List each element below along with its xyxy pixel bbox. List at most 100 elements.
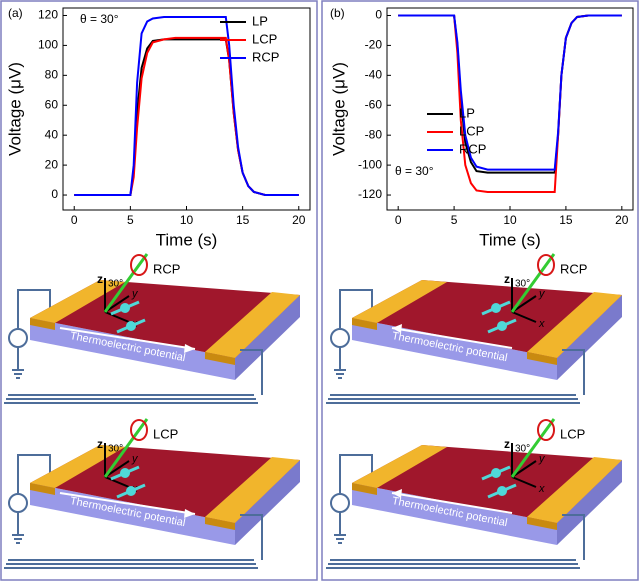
axis-label: z <box>97 437 103 451</box>
substrate-side <box>30 318 235 380</box>
angle-label: 30° <box>515 279 530 290</box>
electrode <box>30 445 125 488</box>
y-tick-label: -40 <box>365 68 383 82</box>
axis-label: y <box>131 453 139 465</box>
voltmeter <box>330 328 350 348</box>
legend-label: LP <box>252 13 268 28</box>
polarization <box>537 254 555 276</box>
series-line <box>74 16 299 196</box>
y-tick-label: 60 <box>45 97 59 111</box>
electrode <box>30 483 55 495</box>
axis <box>104 476 130 488</box>
substrate-side <box>352 483 557 545</box>
y-tick-label: 0 <box>375 8 382 22</box>
y-tick-label: -100 <box>358 157 382 171</box>
wire <box>339 454 373 493</box>
x-tick-label: 5 <box>451 213 458 227</box>
electrode <box>30 280 125 323</box>
arrow-head <box>392 324 402 333</box>
axis-label: y <box>131 288 139 300</box>
x-tick-label: 10 <box>180 213 194 227</box>
carrier <box>491 303 501 313</box>
arrow-head <box>184 344 195 353</box>
x-tick-label: 10 <box>503 213 517 227</box>
wire <box>562 514 585 560</box>
angle-label: 30° <box>108 444 123 455</box>
carrier <box>120 303 130 313</box>
axis-label: x <box>538 483 545 495</box>
legend-label: LP <box>459 105 475 120</box>
voltmeter <box>8 493 28 513</box>
x-tick-label: 20 <box>615 213 629 227</box>
axis-label: y <box>538 288 546 300</box>
substrate-side <box>30 483 235 545</box>
axis-label: y <box>538 453 546 465</box>
beam <box>510 418 556 478</box>
beam-label: RCP <box>153 261 180 276</box>
arrow <box>391 492 513 514</box>
axis-label: z <box>504 272 510 286</box>
substrate-side <box>557 460 622 545</box>
wire <box>562 349 585 395</box>
carrier <box>497 486 507 496</box>
x-tick-label: 0 <box>71 213 78 227</box>
axis <box>511 311 537 323</box>
arrow-head <box>184 509 195 518</box>
electrode <box>205 457 300 523</box>
electrode <box>527 292 622 358</box>
carrier <box>126 321 136 331</box>
wire <box>17 454 51 493</box>
series-line <box>398 14 622 171</box>
polarization <box>130 254 148 276</box>
plot-frame <box>386 7 634 211</box>
y-axis-label: Voltage (μV) <box>329 62 348 156</box>
arrow <box>59 492 196 515</box>
electrode <box>205 292 300 358</box>
y-tick-label: -20 <box>365 38 383 52</box>
electrode <box>352 483 377 495</box>
electrode <box>352 318 377 330</box>
carrier <box>126 486 136 496</box>
x-tick-label: 0 <box>395 213 402 227</box>
axis-label: x <box>538 318 545 330</box>
axis-label: z <box>504 437 510 451</box>
legend-label: LCP <box>459 123 484 138</box>
y-tick-label: -80 <box>365 127 383 141</box>
angle-label: 30° <box>108 279 123 290</box>
carrier <box>491 468 501 478</box>
panel-label: (a) <box>8 6 23 20</box>
electrode <box>527 352 557 365</box>
axis <box>511 460 537 478</box>
axis <box>104 295 130 313</box>
y-tick-label: 80 <box>45 68 59 82</box>
wire <box>240 349 263 395</box>
arrow <box>391 327 513 349</box>
wire <box>17 289 51 328</box>
beam <box>103 418 149 478</box>
panel-border <box>321 0 639 581</box>
beam-label: RCP <box>560 261 587 276</box>
axis <box>511 476 537 488</box>
panel-label: (b) <box>330 6 345 20</box>
annotation: θ = 30° <box>80 12 119 26</box>
panel-border <box>0 0 318 581</box>
legend-label: RCP <box>252 49 279 64</box>
axis <box>511 295 537 313</box>
axis-label: z <box>97 272 103 286</box>
x-axis-label: Time (s) <box>156 230 218 249</box>
electrode <box>352 280 447 323</box>
legend-label: RCP <box>459 141 486 156</box>
polarization <box>537 419 555 441</box>
substrate-side <box>235 460 300 545</box>
y-tick-label: 120 <box>38 8 58 22</box>
beam <box>103 253 149 313</box>
electrode <box>527 517 557 530</box>
polarization <box>130 419 148 441</box>
voltmeter <box>8 328 28 348</box>
x-tick-label: 5 <box>127 213 134 227</box>
x-tick-label: 15 <box>559 213 573 227</box>
y-axis-label: Voltage (μV) <box>5 62 24 156</box>
